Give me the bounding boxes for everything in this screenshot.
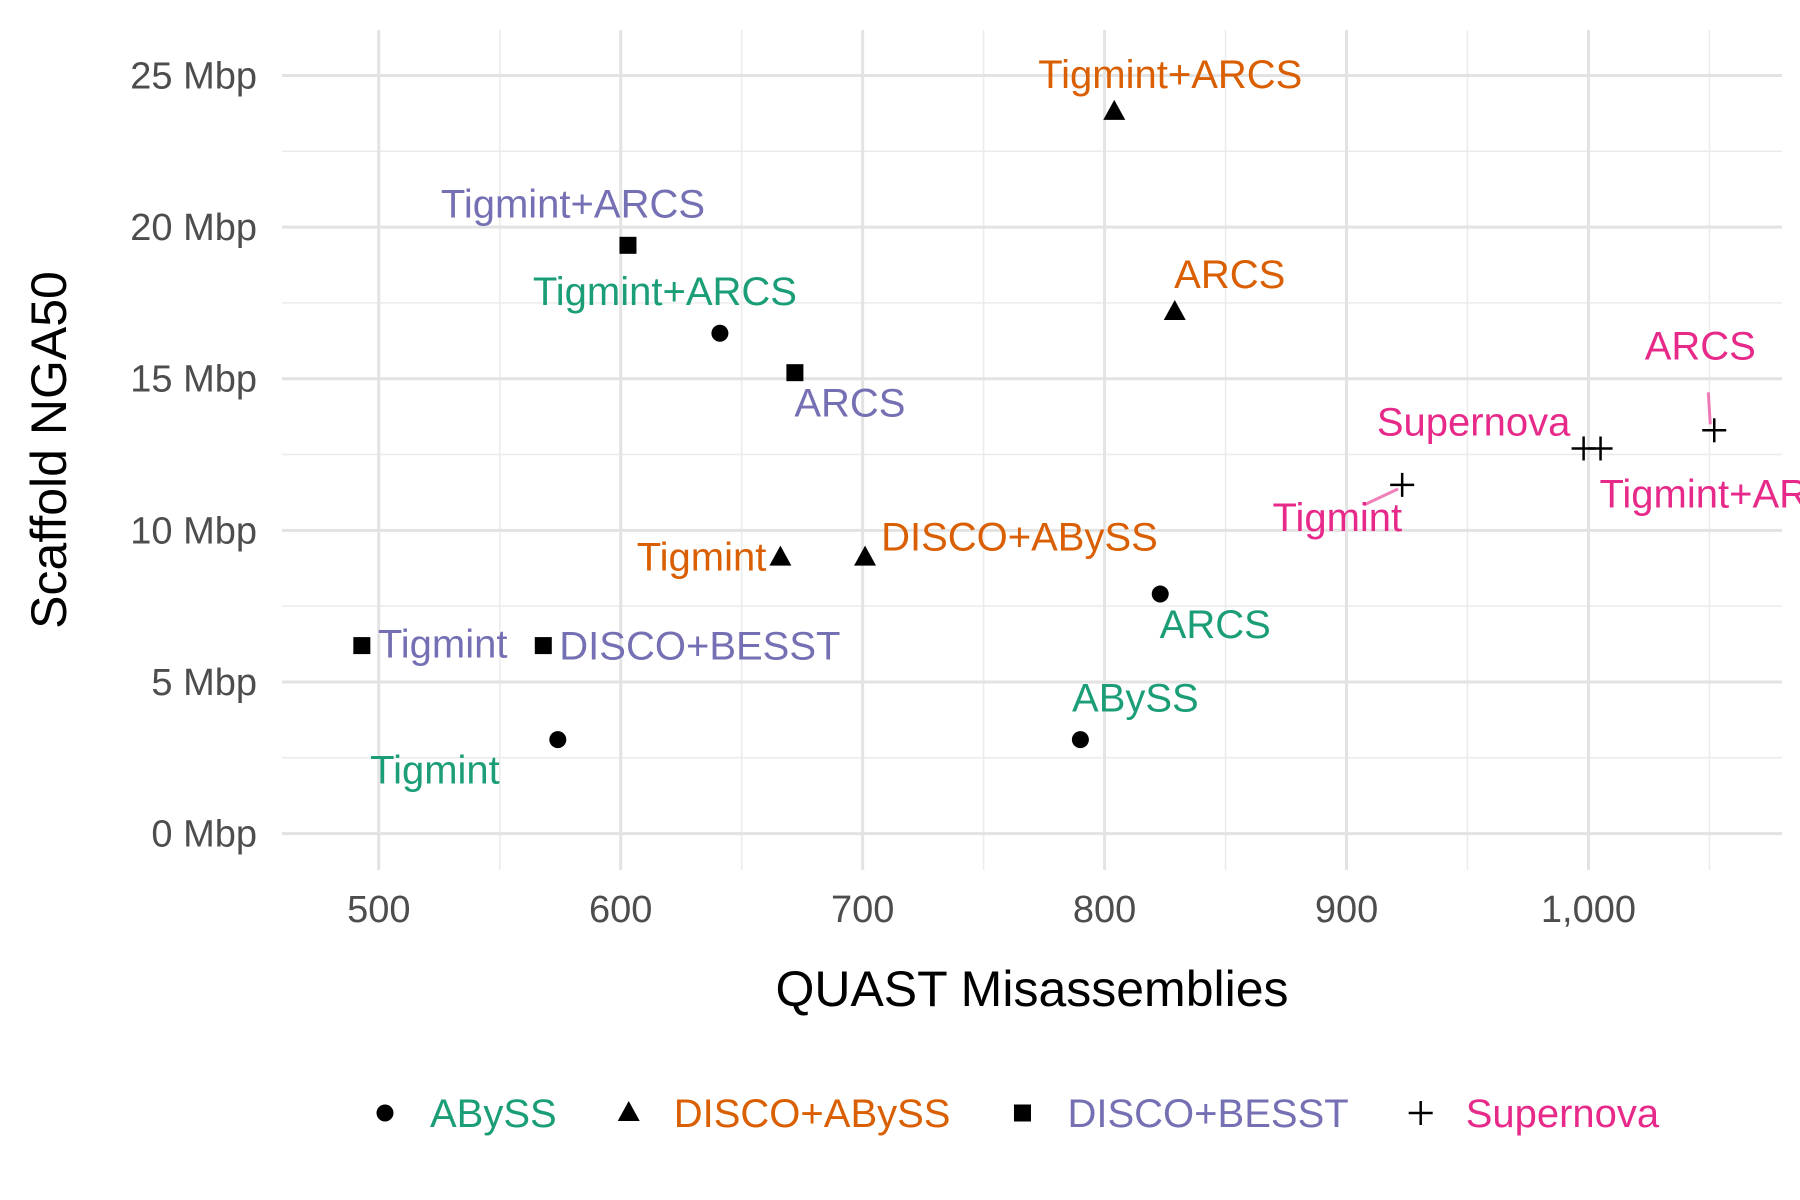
point-plus <box>1390 472 1415 497</box>
point-labels: Tigmint ABySS Tigmint+ARCS ARCS Tigmint DISCO… <box>370 53 1800 793</box>
x-tick-label: 500 <box>347 889 410 931</box>
legend-key-triangle <box>617 1101 640 1121</box>
legend-key-plus <box>1408 1101 1433 1125</box>
point-triangle <box>769 545 792 566</box>
x-tick-label: 600 <box>589 889 652 931</box>
point-label: Tigmint+ARCS <box>1038 53 1302 97</box>
legend-label: DISCO+ABySS <box>674 1092 951 1136</box>
point-circle <box>711 324 729 342</box>
point-circle <box>1071 731 1089 749</box>
x-tick-label: 1,000 <box>1541 889 1636 931</box>
point-label: Tigmint+ARCS <box>441 182 705 226</box>
point-label: ARCS <box>794 382 905 426</box>
x-tick-label: 700 <box>831 889 894 931</box>
point-label: ARCS <box>1174 253 1285 297</box>
point-label: Tigmint+ARCS <box>533 270 797 314</box>
legend-label: Supernova <box>1466 1092 1660 1136</box>
point-square <box>353 637 371 655</box>
x-tick-label: 800 <box>1073 889 1136 931</box>
axis-ticks: 500 600 700 800 900 1,000 0 Mbp 5 Mbp 10 Mbp 15 M… <box>130 55 1636 931</box>
legend-key-square <box>1013 1104 1031 1122</box>
point-square <box>619 236 637 254</box>
legend-label: DISCO+BESST <box>1067 1092 1348 1136</box>
y-tick-label: 25 Mbp <box>130 55 257 97</box>
legend-label: ABySS <box>430 1092 557 1136</box>
point-label: DISCO+BESST <box>559 625 840 669</box>
point-circle <box>549 731 567 749</box>
point-triangle <box>854 545 877 566</box>
x-axis-title: QUAST Misassemblies <box>775 961 1288 1017</box>
point-label: Supernova <box>1377 400 1571 444</box>
label-leader-line <box>1363 487 1399 507</box>
point-circle <box>1151 585 1169 603</box>
point-label: ABySS <box>1072 677 1199 721</box>
point-square <box>786 364 804 382</box>
point-square <box>534 637 552 655</box>
point-label: Tigmint+ARCS <box>1599 472 1800 516</box>
y-tick-label: 15 Mbp <box>130 359 257 401</box>
data-points <box>353 99 1727 749</box>
point-label: Tigmint <box>378 623 508 667</box>
point-label: DISCO+ABySS <box>881 516 1158 560</box>
legend: ABySS DISCO+ABySS DISCO+BESST Supernova <box>376 1092 1660 1136</box>
point-label: Tigmint <box>637 536 767 580</box>
point-plus <box>1588 436 1613 461</box>
point-triangle <box>1103 99 1126 120</box>
point-label: ARCS <box>1160 603 1271 647</box>
y-tick-label: 5 Mbp <box>151 662 257 704</box>
y-tick-label: 10 Mbp <box>130 510 257 552</box>
label-leader-line <box>1706 392 1712 425</box>
label-leader-lines <box>1363 392 1712 507</box>
y-axis-title: Scaffold NGA50 <box>21 271 77 629</box>
point-label: ARCS <box>1645 324 1756 368</box>
y-tick-label: 0 Mbp <box>151 814 257 856</box>
x-tick-label: 900 <box>1315 889 1378 931</box>
legend-key-circle <box>376 1104 394 1122</box>
y-tick-label: 20 Mbp <box>130 207 257 249</box>
point-triangle <box>1163 300 1186 321</box>
grid-lines <box>282 30 1782 870</box>
point-plus <box>1702 418 1727 443</box>
point-label: Tigmint <box>1273 496 1403 540</box>
point-label: Tigmint <box>370 749 500 793</box>
